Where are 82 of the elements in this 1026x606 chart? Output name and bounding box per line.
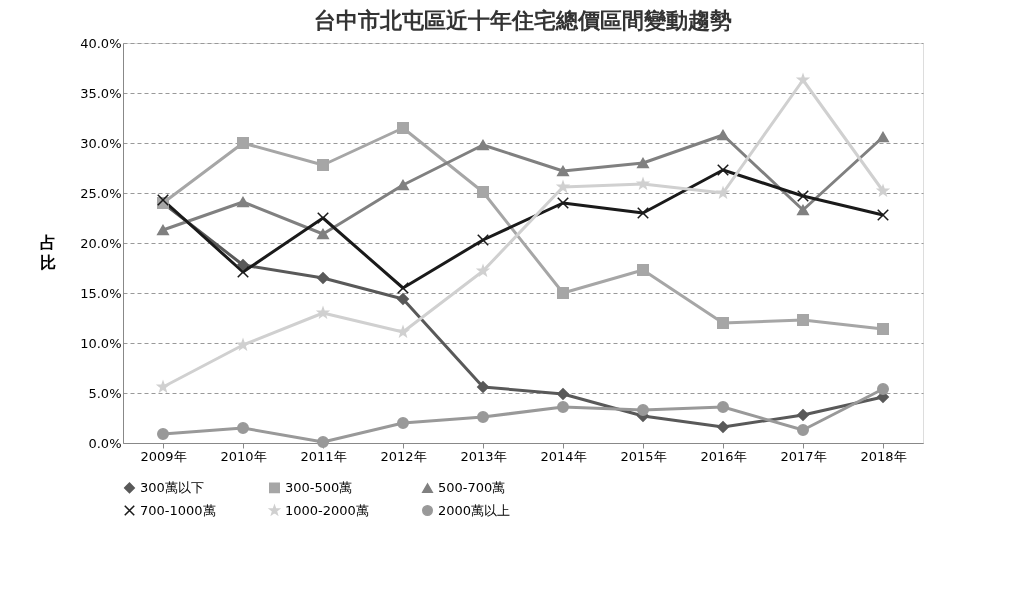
y-axis-title: 占比 [40,233,56,272]
y-tick-label: 5.0% [88,385,122,401]
point [557,287,569,299]
point [317,307,329,318]
legend-label: 2000萬以上 [438,502,511,518]
point [717,129,729,141]
point [397,326,409,337]
y-tick-label: 20.0% [80,235,122,251]
legend-label: 300-500萬 [285,479,353,495]
point [397,417,409,429]
point [317,159,329,171]
point [477,186,489,198]
point [397,179,409,191]
point [477,139,489,151]
point [877,185,889,196]
point [237,339,249,350]
y-tick-label: 15.0% [80,285,122,301]
point [637,404,649,416]
chart-title: 台中市北屯區近十年住宅總價區間變動趨勢 [314,8,732,33]
legend-label: 300萬以下 [140,479,204,495]
point [557,197,569,209]
y-tick-label: 30.0% [80,135,122,151]
point [717,317,729,329]
y-tick-label: 25.0% [80,185,122,201]
x-tick-label: 2014年 [540,448,587,464]
y-tick-label: 10.0% [80,335,122,351]
legend-label: 1000-2000萬 [285,502,369,518]
x-tick-label: 2011年 [300,448,347,464]
x-tick-label: 2017年 [780,448,827,464]
x-tick-label: 2018年 [860,448,907,464]
point [477,381,489,393]
x-tick-label: 2015年 [620,448,667,464]
point [397,293,409,305]
y-tick-label: 0.0% [88,435,122,451]
point [797,74,809,85]
point [317,212,329,224]
point [717,421,729,433]
point [717,187,729,198]
point [797,424,809,436]
point [557,401,569,413]
legend-label: 500-700萬 [438,480,506,496]
point [797,204,809,216]
point [477,411,489,423]
point [637,264,649,276]
point [717,164,729,176]
point [157,224,169,236]
x-tick-label: 2012年 [380,448,427,464]
point [557,388,569,400]
point [237,422,249,434]
point [877,131,889,143]
y-tick-label: 35.0% [80,85,122,101]
point [397,282,409,294]
point [797,409,809,421]
point [877,323,889,335]
point [157,428,169,440]
x-tick-label: 2010年 [220,448,267,464]
point [477,265,489,276]
point [877,209,889,221]
point [317,436,329,448]
x-tick-label: 2009年 [140,448,187,464]
point [797,190,809,202]
point [237,259,249,271]
point [157,381,169,392]
legend-label: 700-1000萬 [140,502,216,518]
point [637,178,649,189]
point [237,266,249,278]
point [397,122,409,134]
point [237,196,249,208]
point [877,383,889,395]
point [717,401,729,413]
y-tick-label: 40.0% [80,35,122,51]
point [797,314,809,326]
point [317,228,329,240]
point [557,165,569,177]
point [237,137,249,149]
point [637,157,649,169]
point [557,181,569,192]
x-tick-label: 2013年 [460,448,507,464]
point [477,234,489,246]
x-tick-label: 2016年 [700,448,747,464]
point [637,207,649,219]
point [317,272,329,284]
